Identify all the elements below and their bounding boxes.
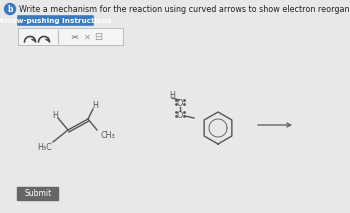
Text: ✕: ✕: [84, 33, 91, 42]
Text: H: H: [169, 91, 175, 99]
Text: H: H: [52, 111, 58, 119]
Text: Arrow-pushing Instructions: Arrow-pushing Instructions: [0, 17, 111, 23]
FancyBboxPatch shape: [17, 15, 94, 26]
Text: CH₃: CH₃: [101, 131, 116, 140]
Text: H: H: [92, 102, 98, 111]
Text: H₃C: H₃C: [38, 142, 52, 151]
Text: O: O: [177, 111, 183, 119]
Text: O: O: [177, 98, 183, 108]
FancyBboxPatch shape: [17, 187, 59, 201]
FancyBboxPatch shape: [18, 28, 123, 45]
Circle shape: [5, 3, 15, 14]
Text: b: b: [7, 4, 13, 13]
Text: Write a mechanism for the reaction using curved arrows to show electron reorgani: Write a mechanism for the reaction using…: [19, 4, 350, 13]
Text: Submit: Submit: [25, 190, 52, 199]
Text: ⊟: ⊟: [94, 32, 102, 42]
